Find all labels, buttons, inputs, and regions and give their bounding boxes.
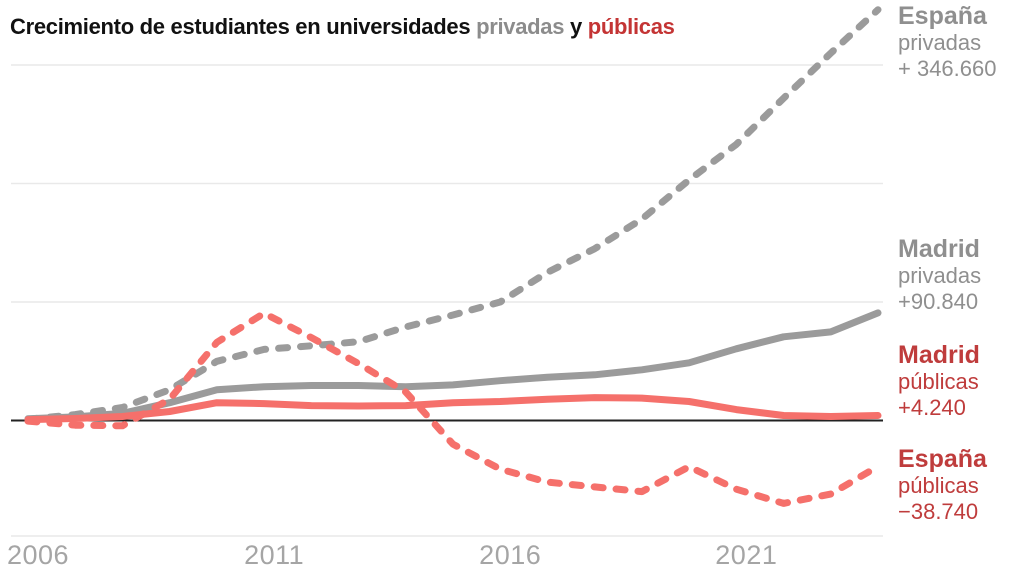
title-text-1: Crecimiento de estudiantes en universida…: [10, 14, 477, 39]
annotation-sector: públicas: [898, 473, 979, 498]
x-tick-label-2006: 2006: [6, 540, 70, 570]
series-line-madrid-públicas: [24, 394, 882, 424]
x-tick-label-2021: 2021: [715, 540, 778, 570]
annotation-madrid-publicas: Madrid públicas +4.240: [898, 341, 1024, 421]
annotation-sector: privadas: [898, 30, 982, 55]
series-line-madrid-privadas: [24, 309, 882, 423]
annotation-value: +4.240: [898, 395, 966, 420]
annotation-region: España: [898, 445, 987, 473]
series-line-españa-públicas: [24, 309, 882, 507]
annotation-region: Madrid: [898, 341, 980, 369]
title-publicas: públicas: [587, 14, 675, 39]
annotation-madrid-privadas: Madrid privadas +90.840: [898, 235, 1024, 315]
annotation-espana-publicas: España públicas −38.740: [898, 445, 1024, 525]
annotation-value: + 346.660: [898, 56, 997, 81]
annotation-region: Madrid: [898, 235, 980, 263]
series-line-españa-privadas: [24, 6, 882, 423]
title-privadas: privadas: [476, 14, 565, 39]
annotation-sector: privadas: [898, 263, 982, 288]
chart-title: Crecimiento de estudiantes en universida…: [10, 14, 675, 40]
x-tick-label-2011: 2011: [244, 540, 305, 570]
x-tick-label-2016: 2016: [479, 540, 542, 570]
annotation-region: España: [898, 2, 987, 30]
title-text-2: y: [564, 14, 588, 39]
annotation-value: +90.840: [898, 289, 979, 314]
annotation-espana-privadas: España privadas + 346.660: [898, 2, 1024, 82]
annotation-sector: públicas: [898, 369, 979, 394]
annotation-value: −38.740: [898, 499, 979, 524]
